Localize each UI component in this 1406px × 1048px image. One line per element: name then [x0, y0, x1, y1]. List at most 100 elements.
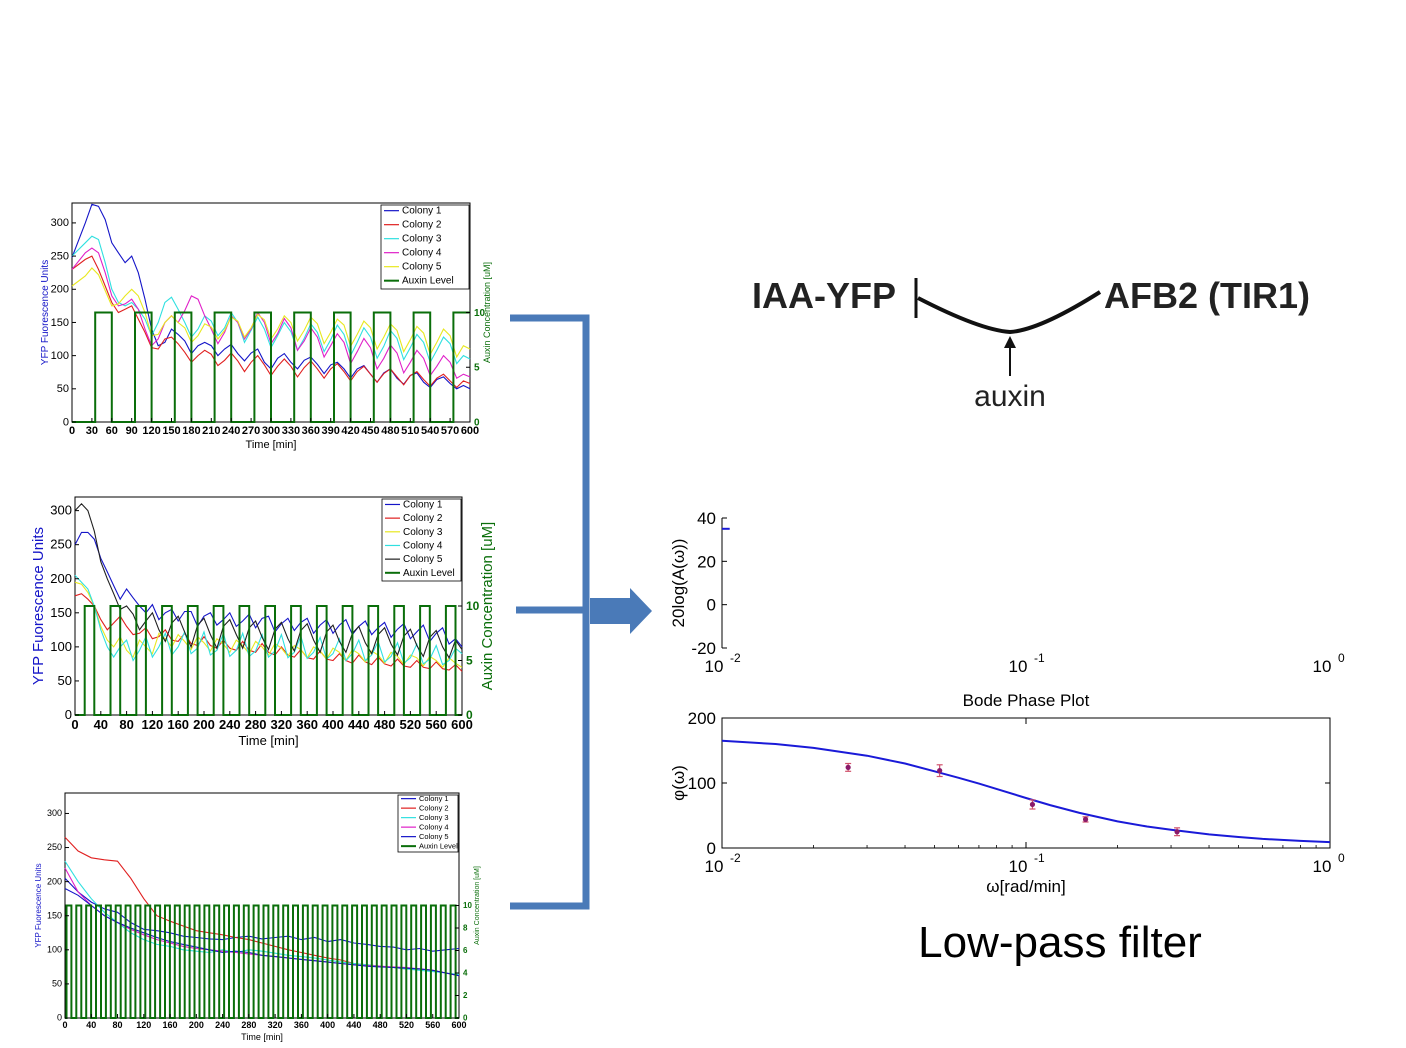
y-tick-label: 150	[47, 910, 62, 920]
legend-entry: Colony 3	[419, 813, 449, 822]
experiment-chart-2: 0 40 80 120 160 200 240 280 320 360 400 440 480 520 56…	[30, 496, 496, 748]
x-tick-label: 520	[400, 717, 422, 732]
y-tick-label: 100	[688, 774, 716, 793]
y-tick-label: 100	[47, 944, 62, 954]
y-tick-label: 40	[697, 509, 716, 528]
legend-entry: Colony 4	[402, 248, 442, 259]
legend-entry: Colony 1	[419, 794, 449, 803]
x-tick-label: 510	[401, 425, 419, 437]
x-tick-label: 240	[215, 1020, 230, 1030]
experiment-chart-3: 0 40 80 120 160 200 240 280 320 360 400 440 480 520 56…	[34, 792, 481, 1042]
y2-axis-label: Auxin Concentration [uM]	[474, 866, 481, 945]
data-point	[1029, 801, 1036, 808]
legend-entry: Colony 5	[402, 262, 442, 273]
y2-tick-label: 0	[474, 417, 480, 428]
x-tick-label: 10	[705, 857, 724, 876]
data-point	[1174, 829, 1180, 835]
x-tick-label: 440	[348, 717, 370, 732]
x-tick-label: 320	[268, 1020, 283, 1030]
legend-entry: Colony 4	[419, 822, 449, 831]
x-tick-label: 280	[241, 1020, 256, 1030]
x-tick-label: 180	[182, 425, 200, 437]
x-tick-label: 60	[106, 425, 118, 437]
x-tick-label: 0	[62, 1020, 67, 1030]
iaa-yfp-label: IAA-YFP	[752, 275, 896, 316]
y-tick-label: 0	[707, 596, 716, 615]
pathway-diagram: IAA-YFP AFB2 (TIR1) auxin	[752, 275, 1310, 413]
x-tick-label: 520	[399, 1020, 414, 1030]
x-axis-label: Time [min]	[246, 439, 297, 451]
auxin-arrow-head	[1004, 336, 1016, 348]
legend-box	[380, 204, 470, 290]
y-tick-label: 250	[50, 537, 72, 552]
auxin-label: auxin	[974, 380, 1046, 413]
x-tick-label: 560	[425, 717, 447, 732]
legend-entry: Colony 2	[419, 803, 449, 812]
x-tick-label: 150	[162, 425, 180, 437]
legend-entry: Auxin Level	[403, 568, 455, 579]
legend-entry: Colony 1	[402, 206, 442, 217]
y-tick-label: 20	[697, 552, 716, 571]
x-tick-label: 90	[126, 425, 138, 437]
y2-tick-label: 6	[463, 946, 468, 955]
legend-entry: Colony 3	[402, 234, 442, 245]
x-tick-label: 10	[705, 657, 724, 676]
x-tick-label: 40	[94, 717, 108, 732]
y-tick-label: 300	[50, 503, 72, 518]
series-line-1	[721, 739, 1331, 844]
x-tick-label: 210	[202, 425, 220, 437]
y-tick-label: 0	[57, 1013, 62, 1023]
series-line-4	[71, 247, 471, 379]
legend-entry: Colony 2	[402, 220, 442, 231]
x-tick-label: 400	[322, 717, 344, 732]
y-tick-label: 50	[57, 383, 69, 395]
x-tick-label: 240	[219, 717, 241, 732]
y-axis-label: YFP Fuorescence Units	[40, 260, 51, 365]
x-tick-label: 330	[282, 425, 300, 437]
series-line-2	[74, 593, 463, 672]
x-tick-label: 80	[113, 1020, 123, 1030]
y-tick-label: 300	[51, 217, 69, 229]
x-tick-label: 480	[373, 1020, 388, 1030]
x-tick-label: 320	[271, 717, 293, 732]
y-tick-label: 250	[51, 250, 69, 262]
x-tick-label: 200	[189, 1020, 204, 1030]
y-tick-label: 200	[50, 571, 72, 586]
series-line-3	[71, 235, 471, 365]
x-tick-label: 200	[193, 717, 215, 732]
x-tick-label: 10	[1009, 857, 1028, 876]
x-tick-label: 40	[86, 1020, 96, 1030]
x-tick-label: 300	[262, 425, 280, 437]
y-tick-label: 250	[47, 842, 62, 852]
x-tick-label: 10	[1313, 857, 1332, 876]
x-tick-label: 600	[451, 717, 473, 732]
data-point	[1082, 816, 1089, 823]
x-tick-label: 120	[142, 717, 164, 732]
y2-tick-label: 10	[463, 901, 472, 910]
x-tick-label: 480	[374, 717, 396, 732]
x-tick-label: 600	[451, 1020, 466, 1030]
legend-box	[397, 794, 459, 853]
y-axis-label: 20log(A(ω))	[669, 539, 688, 628]
x-tick-label: 450	[361, 425, 379, 437]
y-tick-label: 100	[50, 639, 72, 654]
y-tick-label: 200	[51, 284, 69, 296]
series-line-6	[72, 311, 470, 423]
x-tick-label: 280	[245, 717, 267, 732]
right-arrow	[590, 588, 652, 634]
experiment-chart-1: 0 30 60 90 120 150 180 210 240 270 300 330 360 390 420…	[40, 202, 492, 451]
data-point	[845, 764, 851, 771]
legend-entry: Colony 4	[403, 540, 443, 551]
series-line-4	[74, 574, 463, 666]
legend-entry: Colony 5	[403, 554, 443, 565]
x-tick-label: 0	[71, 717, 78, 732]
y-tick-label: 100	[51, 350, 69, 362]
y-tick-label: 150	[50, 605, 72, 620]
x-tick-label: 480	[381, 425, 399, 437]
legend-box	[381, 498, 462, 582]
plot-area	[721, 717, 1331, 849]
merge-bracket	[510, 314, 590, 910]
y-tick-label: 150	[51, 317, 69, 329]
